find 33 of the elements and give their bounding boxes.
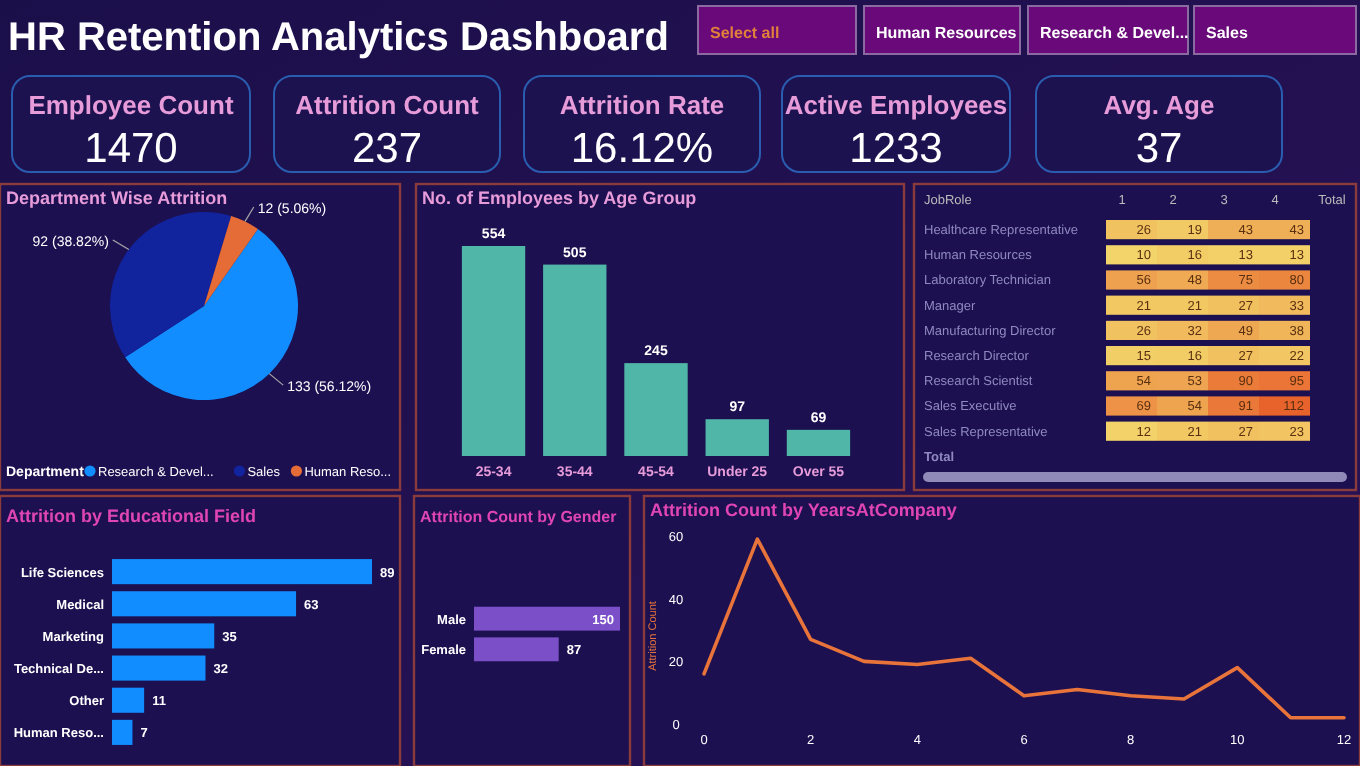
bar [461, 246, 526, 456]
category-label: Attrition Count [295, 90, 481, 120]
category-label: Employee Count [28, 90, 235, 120]
category-label: Attrition Rate [559, 90, 725, 120]
bar [112, 655, 206, 681]
text: 37 [1135, 126, 1183, 172]
chart-title: Attrition by Educational Field [6, 506, 257, 526]
bar [112, 559, 372, 585]
text: 237 [351, 126, 423, 172]
bar [112, 719, 133, 745]
text: 1233 [849, 126, 943, 172]
bar [786, 429, 851, 456]
text: Select all [710, 24, 780, 42]
bar [624, 363, 688, 456]
chart-title: Department Wise Attrition [6, 188, 228, 208]
text: Sales [1206, 24, 1249, 42]
pie-slice [204, 216, 258, 306]
text: 1470 [84, 126, 178, 172]
chart-title: No. of Employees by Age Group [422, 188, 698, 208]
chart-title: Attrition Count by Gender [420, 508, 617, 526]
bar [112, 623, 215, 649]
category-label: Active Employees [784, 90, 1008, 120]
line-series [702, 537, 1346, 720]
bar [112, 591, 297, 617]
text: 16.12% [570, 126, 714, 172]
chart-title: Attrition Count by YearsAtCompany [650, 500, 957, 520]
category-label: Avg. Age [1103, 90, 1215, 120]
text: HR Retention Analytics Dashboard [8, 16, 669, 60]
bar [112, 687, 145, 713]
bar [705, 419, 769, 456]
pie-slice [110, 212, 232, 358]
text: Research & Devel... [1040, 24, 1189, 42]
bar [543, 264, 607, 456]
